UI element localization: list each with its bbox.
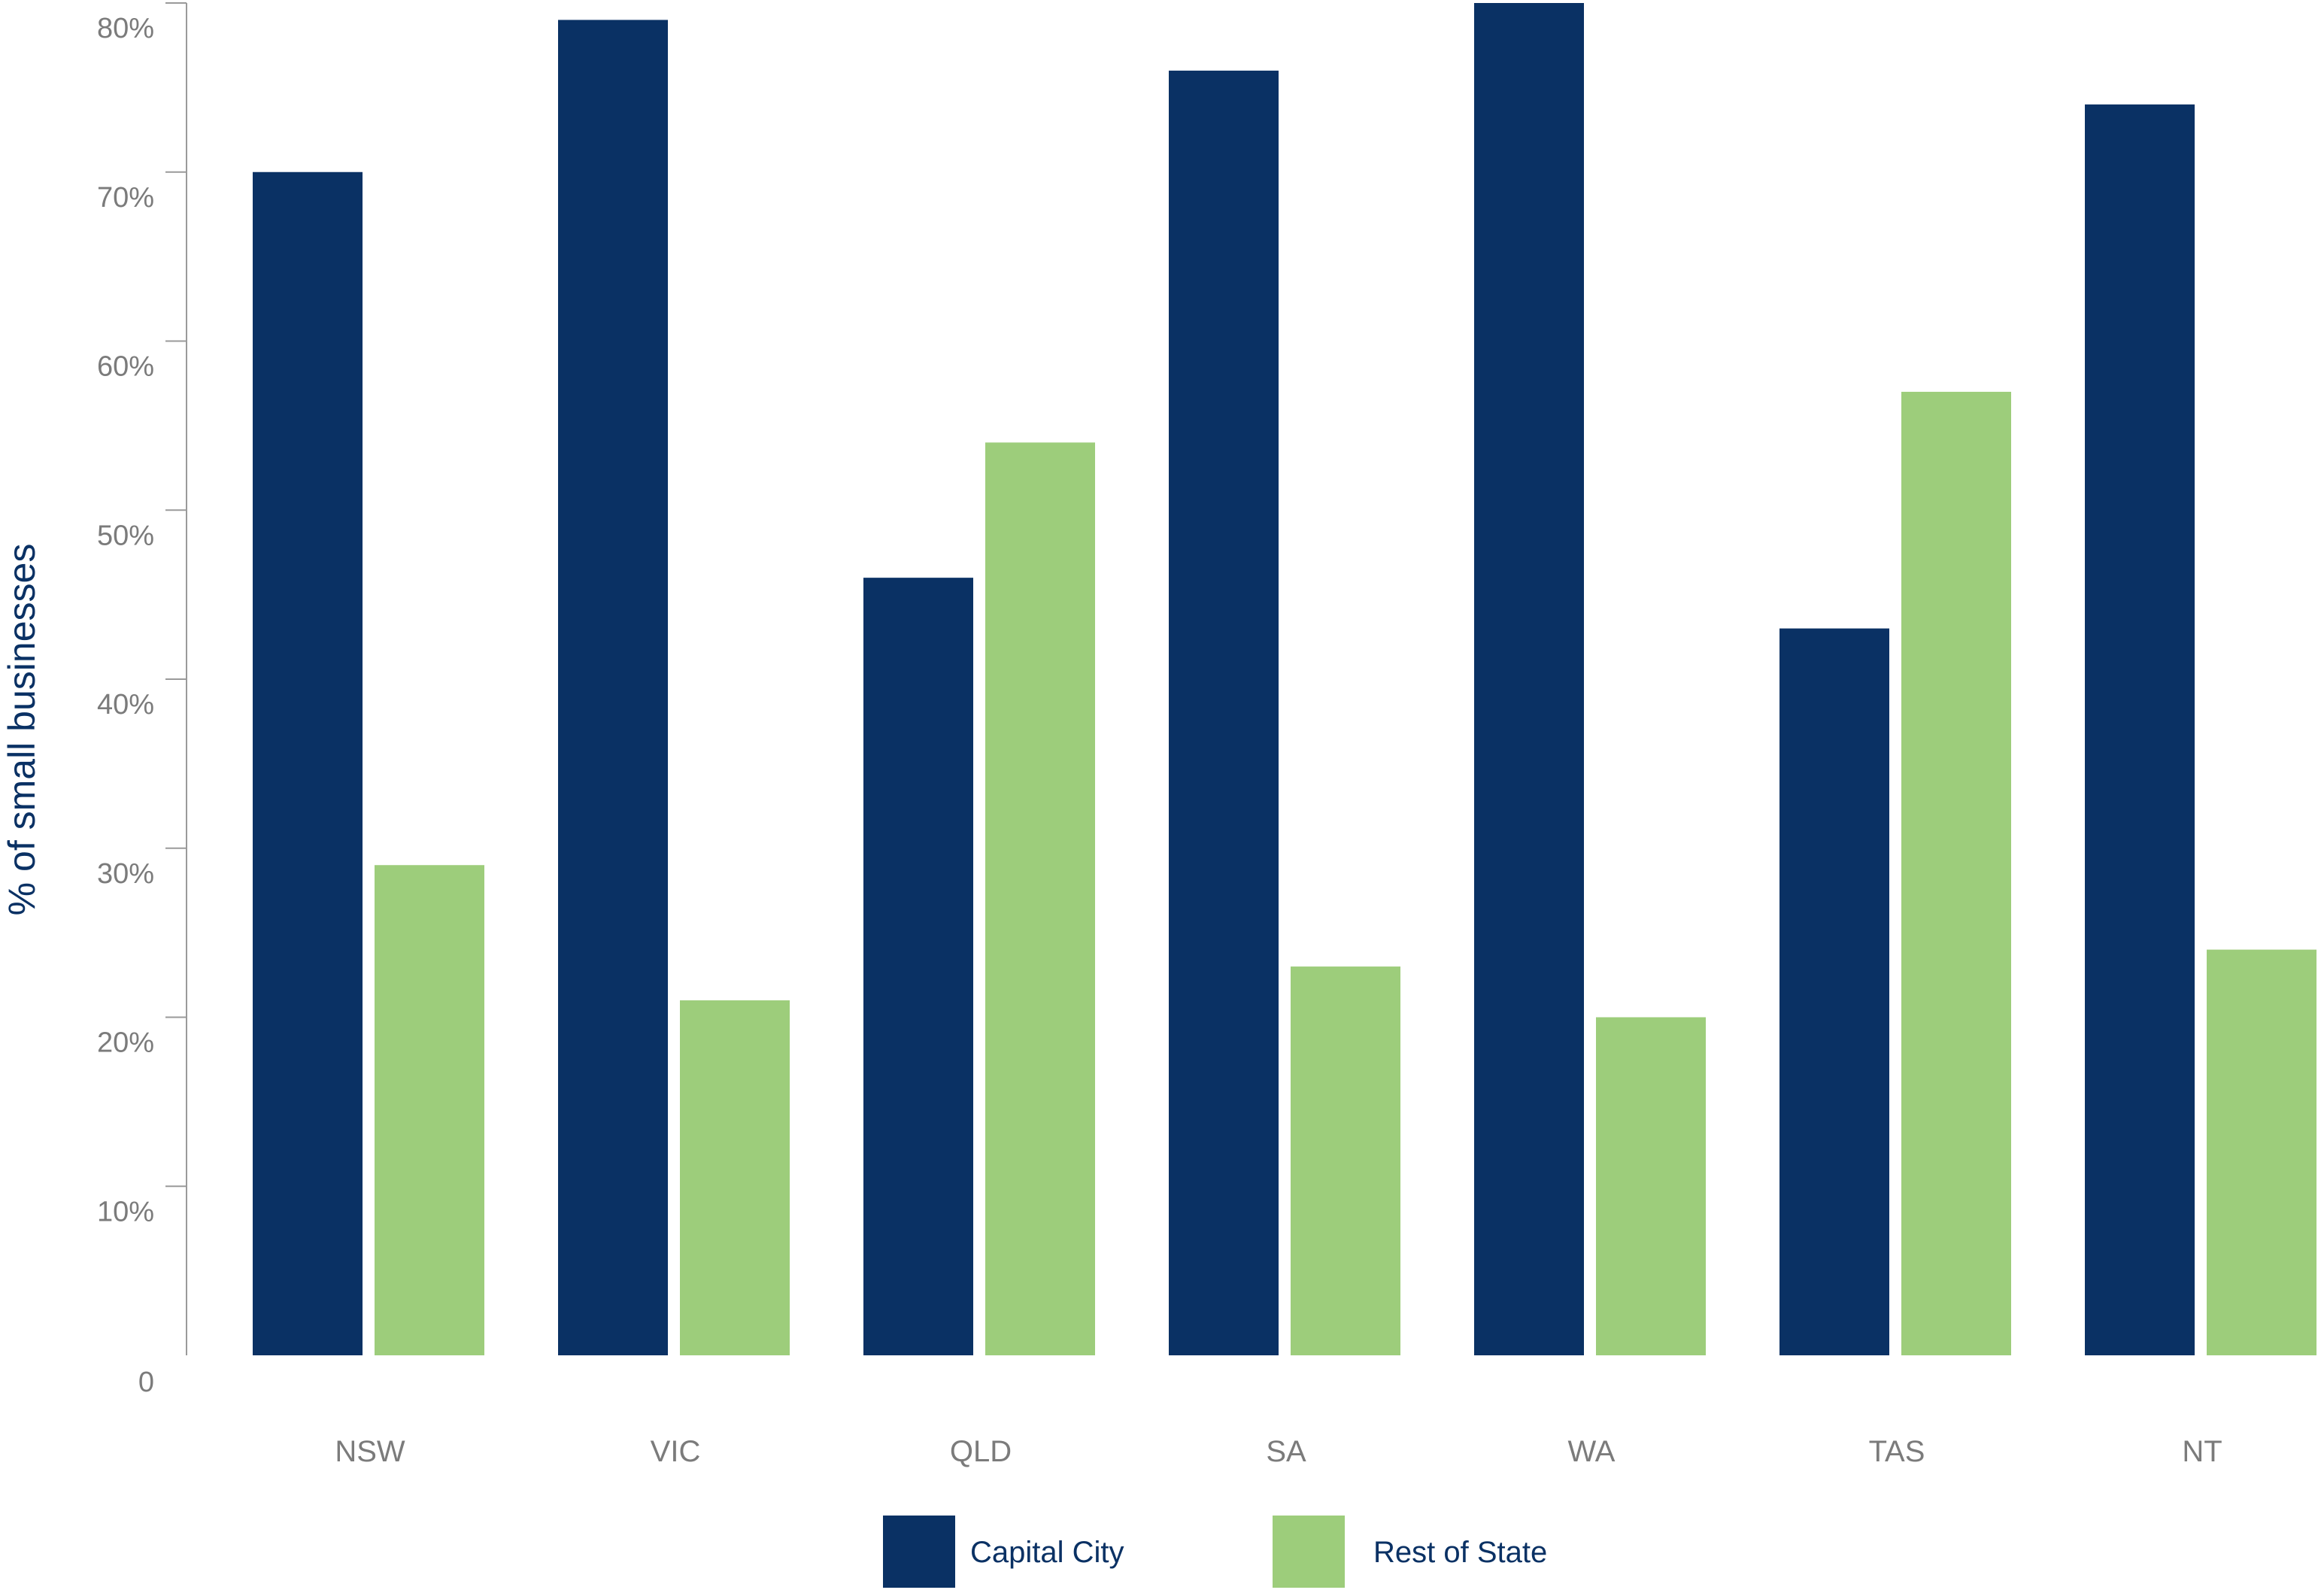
bar-rest-of-state: [985, 442, 1095, 1355]
legend-swatch: [883, 1516, 955, 1588]
bar-rest-of-state: [1596, 1017, 1706, 1355]
legend-swatch: [1273, 1516, 1345, 1588]
y-tick-label: 20%: [97, 1027, 154, 1059]
x-tick-label: TAS: [1869, 1435, 1925, 1468]
legend-label: Capital City: [970, 1536, 1124, 1569]
bar-rest-of-state: [1901, 391, 2011, 1355]
x-tick-label: SA: [1266, 1435, 1306, 1468]
bars: [253, 3, 2316, 1356]
x-tick-label: QLD: [950, 1435, 1012, 1468]
x-axis-labels: NSW VIC QLD SA WA TAS NT: [335, 1435, 2222, 1468]
x-tick-label: NT: [2182, 1435, 2222, 1468]
bar-capital-city: [1779, 628, 1889, 1355]
bar-rest-of-state: [1291, 966, 1400, 1355]
y-tick-label: 10%: [97, 1196, 154, 1227]
bar-capital-city: [863, 578, 973, 1355]
y-tick-label: 60%: [97, 351, 154, 383]
bar-capital-city: [1169, 70, 1279, 1355]
bar-capital-city: [253, 171, 363, 1355]
y-axis-title: % of small businesses: [1, 544, 43, 916]
bar-rest-of-state: [680, 1000, 790, 1355]
legend-label: Rest of State: [1373, 1536, 1547, 1569]
x-tick-label: WA: [1568, 1435, 1616, 1468]
y-tick-label: 40%: [97, 689, 154, 721]
y-tick-label: 30%: [97, 858, 154, 890]
bar-capital-city: [1474, 3, 1584, 1355]
bar-capital-city: [2085, 104, 2195, 1356]
x-tick-label: NSW: [335, 1435, 405, 1468]
bar-rest-of-state: [375, 865, 484, 1355]
y-tick-label: 50%: [97, 520, 154, 551]
y-tick-label: 80%: [97, 13, 154, 44]
y-axis: 0 10% 20% 30% 40% 50% 60% 70% 80%: [97, 2, 187, 1398]
legend: Capital City Rest of State: [883, 1516, 1547, 1588]
bar-rest-of-state: [2207, 949, 2316, 1355]
bar-capital-city: [558, 20, 668, 1356]
y-tick-label: 0: [138, 1367, 154, 1398]
y-tick-label: 70%: [97, 182, 154, 214]
x-tick-label: VIC: [651, 1435, 701, 1468]
